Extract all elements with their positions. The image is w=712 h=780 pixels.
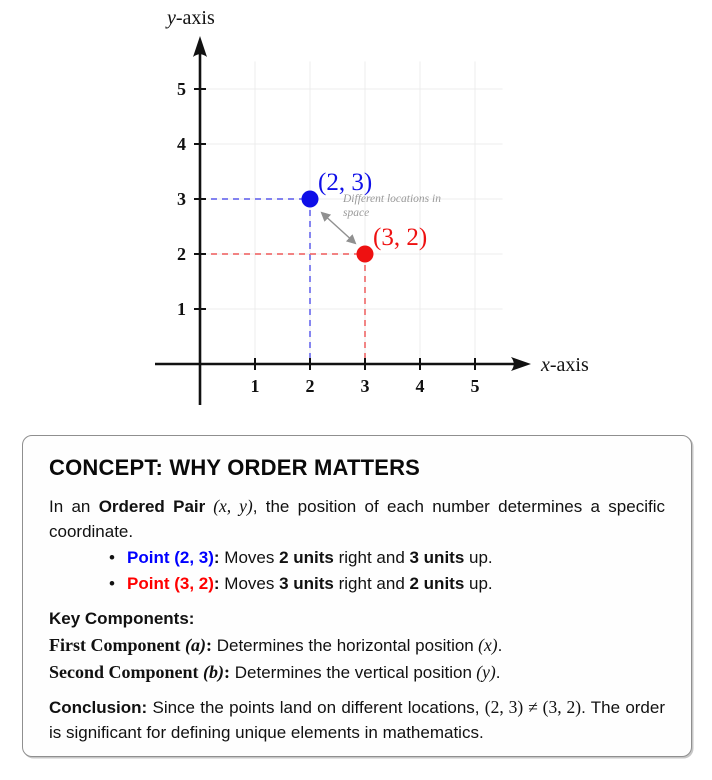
y-tick-label: 1 bbox=[177, 299, 186, 319]
x-tick-label: 4 bbox=[416, 376, 425, 396]
first-component-x-var: (x) bbox=[473, 635, 498, 655]
second-component-term: Second Component bbox=[49, 662, 199, 682]
intro-math: (x, y) bbox=[205, 496, 253, 516]
annotation-text: space bbox=[343, 207, 369, 219]
bullet-bold-units: 3 units bbox=[409, 548, 465, 567]
bullet-text: up. bbox=[464, 574, 493, 593]
point-2-3-label: Point (2, 3) bbox=[127, 548, 214, 567]
bullet-bold-units: 2 units bbox=[409, 574, 465, 593]
bullet-text: Moves bbox=[224, 548, 280, 567]
colon: : bbox=[213, 548, 225, 567]
first-component-var: (a) bbox=[180, 635, 206, 655]
y-tick-label: 4 bbox=[177, 134, 186, 154]
bullet-text: Moves bbox=[224, 574, 280, 593]
second-component-var: (b) bbox=[198, 662, 225, 682]
point-3-2-label: Point (3, 2) bbox=[127, 574, 214, 593]
intro-post: , the position of each number determines… bbox=[49, 497, 665, 541]
colon: : bbox=[213, 574, 225, 593]
conclusion-paragraph: Conclusion: Since the points land on dif… bbox=[49, 695, 665, 745]
bullet-text: right and bbox=[333, 574, 410, 593]
concept-box-title: CONCEPT: WHY ORDER MATTERS bbox=[49, 455, 421, 480]
point-label: (3, 2) bbox=[373, 224, 427, 251]
x-tick-label: 5 bbox=[471, 376, 480, 396]
x-tick-label: 2 bbox=[306, 376, 315, 396]
point-label: (2, 3) bbox=[318, 169, 372, 196]
bullet-text: up. bbox=[464, 548, 493, 567]
intro-term: Ordered Pair bbox=[98, 497, 206, 516]
y-tick-label: 5 bbox=[177, 79, 186, 99]
y-tick-label: 3 bbox=[177, 189, 186, 209]
bullet-point-2-3: Point (2, 3): Moves 2 units right and 3 … bbox=[109, 545, 665, 571]
annotation-text: Different locations in bbox=[342, 193, 441, 205]
bullet-text: right and bbox=[333, 548, 410, 567]
conclusion-label: Conclusion: bbox=[49, 698, 148, 717]
first-component-line: First Component (a): Determines the hori… bbox=[49, 632, 665, 659]
bullet-bold-units: 2 units bbox=[279, 548, 334, 567]
bullet-point-3-2: Point (3, 2): Moves 3 units right and 2 … bbox=[109, 571, 665, 597]
first-component-term: First Component bbox=[49, 635, 181, 655]
conclusion-post: . The order is significant for defining … bbox=[49, 698, 666, 742]
coordinate-plane-svg: 1 2 3 4 5 1 2 3 4 5 y-axis x-axis Different location… bbox=[155, 7, 589, 405]
difference-arrow-icon bbox=[320, 211, 357, 245]
coordinate-plane-figure: 1 2 3 4 5 1 2 3 4 5 y-axis x-axis Different location… bbox=[155, 7, 589, 405]
conclusion-inequality: (2, 3) ≠ (3, 2) bbox=[484, 697, 582, 717]
key-components-heading: Key Components: bbox=[49, 609, 195, 628]
second-component-desc: Determines the vertical position bbox=[230, 663, 472, 682]
colon: : bbox=[206, 635, 212, 655]
bullet-list: Point (2, 3): Moves 2 units right and 3 … bbox=[49, 545, 665, 597]
bullet-bold-units: 3 units bbox=[279, 574, 334, 593]
y-axis-label: y-axis bbox=[165, 7, 215, 29]
second-component-y-var: (y) bbox=[471, 662, 496, 682]
point-marker bbox=[301, 190, 319, 208]
x-tick-label: 3 bbox=[361, 376, 370, 396]
x-axis-arrowhead-icon bbox=[511, 357, 531, 371]
period: . bbox=[497, 636, 503, 655]
y-tick-label: 2 bbox=[177, 244, 186, 264]
concept-box: CONCEPT: WHY ORDER MATTERS In an Ordered… bbox=[22, 435, 692, 757]
second-component-line: Second Component (b): Determines the ver… bbox=[49, 659, 665, 686]
first-component-desc: Determines the horizontal position bbox=[212, 636, 474, 655]
intro-paragraph: In an Ordered Pair (x, y), the position … bbox=[49, 494, 665, 544]
conclusion-pre: Since the points land on different locat… bbox=[147, 698, 485, 717]
y-axis-arrowhead-icon bbox=[193, 36, 207, 57]
x-tick-label: 1 bbox=[251, 376, 260, 396]
point-marker bbox=[356, 245, 374, 263]
x-axis-label: x-axis bbox=[540, 354, 589, 376]
colon: : bbox=[224, 662, 231, 682]
intro-pre: In an bbox=[49, 497, 99, 516]
period: . bbox=[495, 663, 501, 682]
